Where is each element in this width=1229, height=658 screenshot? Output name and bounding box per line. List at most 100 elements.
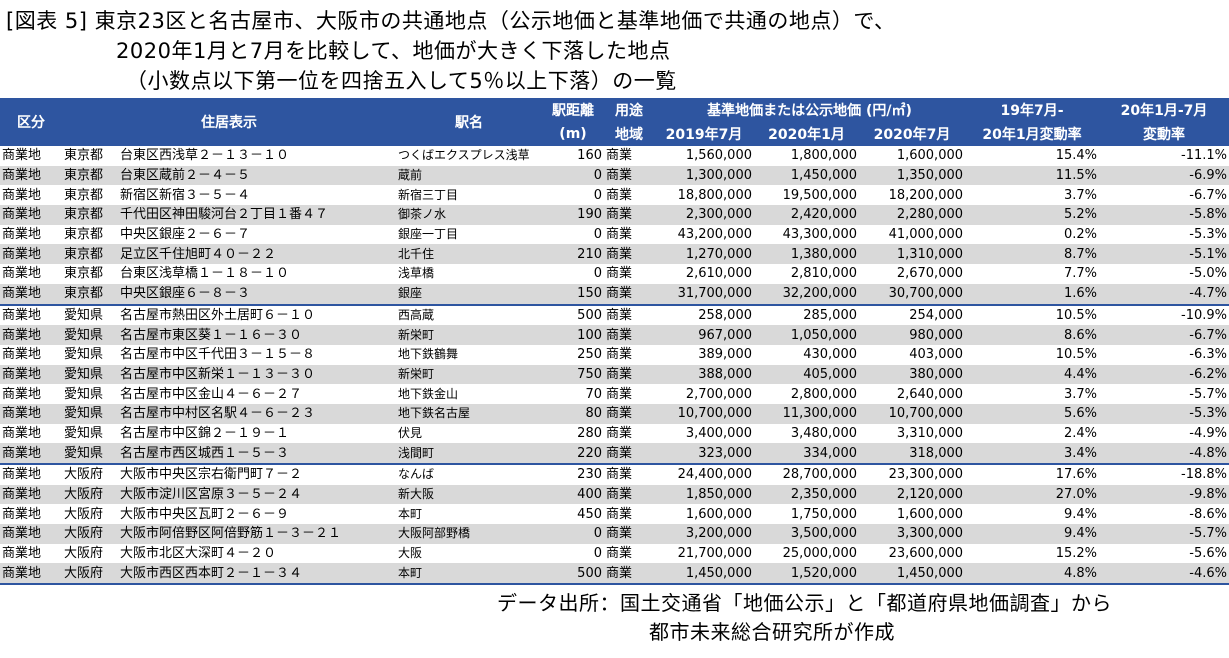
cell-prefecture: 東京都 <box>62 185 112 206</box>
cell-price-2019-7: 1,560,000 <box>654 146 754 166</box>
cell-kubun: 商業地 <box>0 325 62 345</box>
table-row: 商業地 大阪府 大阪市中央区瓦町２－６－９ 本町 450 商業 1,600,000 1,750… <box>0 504 1229 525</box>
table-header-row-2: (m) 地域 2019年7月 2020年1月 2020年7月 20年1月変動率 … <box>0 122 1229 146</box>
cell-use: 商業 <box>604 165 654 186</box>
cell-station: 大阪阿部野橋 <box>396 524 542 544</box>
cell-kubun: 商業地 <box>0 165 62 186</box>
cell-kubun: 商業地 <box>0 344 62 365</box>
header-use-2: 地域 <box>604 122 654 146</box>
cell-use: 商業 <box>604 205 654 225</box>
cell-price-2020-7: 23,600,000 <box>859 543 966 564</box>
cell-station: 銀座一丁目 <box>396 224 542 245</box>
header-address: 住居表示 <box>62 98 396 146</box>
cell-prefecture: 大阪府 <box>62 484 112 505</box>
cell-distance: 0 <box>542 185 604 206</box>
cell-change-2: -4.6% <box>1099 563 1229 586</box>
cell-change-2: -18.8% <box>1099 463 1229 485</box>
cell-prefecture: 東京都 <box>62 165 112 186</box>
cell-change-1: 1.6% <box>965 283 1100 305</box>
cell-price-2020-1: 430,000 <box>754 344 859 365</box>
cell-distance: 280 <box>542 423 604 444</box>
cell-price-2020-1: 2,350,000 <box>754 484 859 505</box>
cell-use: 商業 <box>604 283 654 305</box>
cell-change-1: 5.2% <box>965 205 1100 225</box>
cell-kubun: 商業地 <box>0 244 62 265</box>
cell-price-2020-7: 1,310,000 <box>859 244 966 265</box>
cell-price-2020-1: 11,300,000 <box>754 403 859 424</box>
table-row: 商業地 愛知県 名古屋市中区新栄１－１３－３０ 新栄町 750 商業 388,000 405,… <box>0 364 1229 385</box>
table-row: 商業地 東京都 台東区西浅草２－１３－１０ つくばエクスプレス浅草 160 商業 1,560… <box>0 146 1229 166</box>
cell-price-2020-7: 380,000 <box>859 364 966 385</box>
cell-use: 商業 <box>604 384 654 404</box>
cell-station: 銀座 <box>396 283 542 305</box>
cell-station: 浅間町 <box>396 443 542 464</box>
cell-kubun: 商業地 <box>0 524 62 544</box>
cell-change-1: 0.2% <box>965 224 1100 245</box>
cell-use: 商業 <box>604 185 654 206</box>
cell-address: 中央区銀座６－８－３ <box>112 283 396 305</box>
cell-kubun: 商業地 <box>0 484 62 505</box>
header-change-1: 19年7月- <box>965 98 1100 122</box>
cell-distance: 230 <box>542 463 604 485</box>
cell-change-2: -5.1% <box>1099 244 1229 265</box>
cell-price-2019-7: 388,000 <box>654 364 754 385</box>
cell-price-2020-7: 403,000 <box>859 344 966 365</box>
cell-change-1: 11.5% <box>965 165 1100 186</box>
header-price-2019-7: 2019年7月 <box>654 122 754 146</box>
cell-change-1: 15.2% <box>965 543 1100 564</box>
cell-kubun: 商業地 <box>0 303 62 326</box>
cell-kubun: 商業地 <box>0 563 62 586</box>
table-row: 商業地 東京都 中央区銀座６－８－３ 銀座 150 商業 31,700,000 32,200,… <box>0 283 1229 305</box>
cell-distance: 400 <box>542 484 604 505</box>
cell-price-2020-7: 254,000 <box>859 303 966 326</box>
cell-price-2020-7: 18,200,000 <box>859 185 966 206</box>
cell-price-2020-7: 3,300,000 <box>859 524 966 544</box>
cell-price-2019-7: 1,270,000 <box>654 244 754 265</box>
cell-prefecture: 東京都 <box>62 283 112 305</box>
title-line-1: [図表 5] 東京23区と名古屋市、大阪市の共通地点（公示地価と基準地価で共通の… <box>6 9 896 33</box>
cell-kubun: 商業地 <box>0 185 62 206</box>
title-line-3: （小数点以下第一位を四捨五入して5％以上下落）の一覧 <box>126 69 677 93</box>
cell-price-2019-7: 323,000 <box>654 443 754 464</box>
table-row: 商業地 東京都 中央区銀座２－６－７ 銀座一丁目 0 商業 43,200,000 43,300… <box>0 224 1229 245</box>
cell-address: 大阪市阿倍野区阿倍野筋１－３－２１ <box>112 524 396 544</box>
table-row: 商業地 大阪府 大阪市西区西本町２－１－３４ 本町 500 商業 1,450,000 1,52… <box>0 563 1229 586</box>
cell-prefecture: 東京都 <box>62 244 112 265</box>
cell-address: 大阪市中央区宗右衛門町７－２ <box>112 463 396 485</box>
cell-use: 商業 <box>604 484 654 505</box>
cell-prefecture: 愛知県 <box>62 423 112 444</box>
cell-price-2019-7: 389,000 <box>654 344 754 365</box>
cell-change-2: -6.9% <box>1099 165 1229 186</box>
cell-use: 商業 <box>604 146 654 166</box>
cell-change-1: 27.0% <box>965 484 1100 505</box>
cell-change-1: 10.5% <box>965 303 1100 326</box>
cell-change-2: -6.2% <box>1099 364 1229 385</box>
cell-kubun: 商業地 <box>0 146 62 166</box>
cell-price-2020-1: 3,500,000 <box>754 524 859 544</box>
cell-price-2020-7: 980,000 <box>859 325 966 345</box>
cell-station: 新宿三丁目 <box>396 185 542 206</box>
cell-address: 台東区西浅草２－１３－１０ <box>112 146 396 166</box>
cell-price-2020-7: 23,300,000 <box>859 463 966 485</box>
cell-price-2020-1: 43,300,000 <box>754 224 859 245</box>
cell-use: 商業 <box>604 244 654 265</box>
cell-change-2: -5.0% <box>1099 264 1229 284</box>
cell-prefecture: 愛知県 <box>62 364 112 385</box>
cell-use: 商業 <box>604 504 654 525</box>
cell-change-1: 17.6% <box>965 463 1100 485</box>
cell-distance: 250 <box>542 344 604 365</box>
cell-kubun: 商業地 <box>0 205 62 225</box>
cell-price-2019-7: 31,700,000 <box>654 283 754 305</box>
cell-price-2020-1: 1,050,000 <box>754 325 859 345</box>
cell-address: 大阪市北区大深町４－２０ <box>112 543 396 564</box>
cell-price-2020-1: 1,800,000 <box>754 146 859 166</box>
cell-price-2020-1: 1,520,000 <box>754 563 859 586</box>
cell-address: 名古屋市熱田区外土居町６－１０ <box>112 303 396 326</box>
cell-address: 中央区銀座２－６－７ <box>112 224 396 245</box>
cell-change-1: 3.7% <box>965 185 1100 206</box>
cell-price-2020-7: 318,000 <box>859 443 966 464</box>
cell-kubun: 商業地 <box>0 504 62 525</box>
cell-price-2020-7: 1,600,000 <box>859 146 966 166</box>
cell-price-2020-7: 1,450,000 <box>859 563 966 586</box>
cell-use: 商業 <box>604 423 654 444</box>
